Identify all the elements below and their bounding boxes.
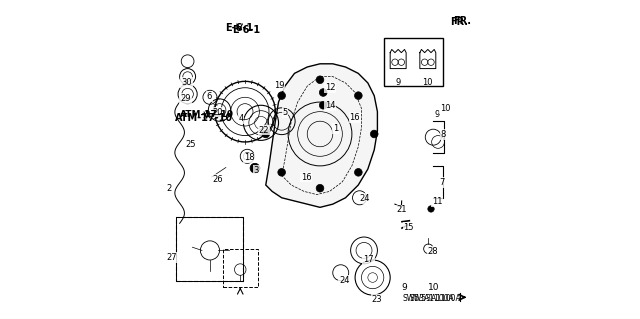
Text: 4: 4: [238, 114, 244, 123]
Text: 9: 9: [402, 283, 408, 292]
Text: ATM-17-10: ATM-17-10: [175, 113, 232, 123]
Circle shape: [371, 130, 378, 138]
Text: 12: 12: [324, 83, 335, 92]
Circle shape: [262, 130, 269, 138]
Text: 9: 9: [435, 110, 440, 119]
Circle shape: [355, 92, 362, 100]
Text: 7: 7: [440, 178, 445, 187]
Text: 29: 29: [180, 94, 191, 103]
Text: 19: 19: [274, 81, 284, 90]
Text: 27: 27: [166, 253, 177, 262]
Text: 26: 26: [212, 175, 223, 184]
Circle shape: [250, 163, 260, 173]
Text: 6: 6: [207, 92, 212, 101]
Text: 3: 3: [253, 166, 259, 175]
Circle shape: [316, 76, 324, 84]
Bar: [384, 38, 443, 86]
Bar: [177, 217, 243, 281]
Text: 11: 11: [431, 197, 442, 206]
Text: FR.: FR.: [450, 17, 468, 27]
Circle shape: [278, 168, 285, 176]
Text: 5: 5: [282, 108, 287, 117]
Polygon shape: [266, 64, 378, 207]
Text: 25: 25: [186, 140, 196, 149]
Text: 2: 2: [166, 184, 172, 193]
Text: 10: 10: [440, 104, 450, 113]
Circle shape: [319, 101, 327, 109]
Text: 28: 28: [428, 247, 438, 256]
Text: 17: 17: [363, 256, 374, 264]
Text: 15: 15: [404, 223, 414, 232]
Circle shape: [428, 206, 434, 212]
Text: 10: 10: [428, 283, 439, 292]
Text: SW53A1100A: SW53A1100A: [410, 294, 461, 303]
Bar: [177, 217, 243, 281]
Text: SW53A1100A: SW53A1100A: [403, 294, 454, 303]
Text: 9: 9: [396, 78, 401, 87]
Text: 18: 18: [244, 153, 255, 162]
Text: 20: 20: [212, 108, 223, 117]
Text: E-6-1: E-6-1: [232, 25, 260, 35]
Text: 16: 16: [349, 113, 360, 122]
Text: 16: 16: [301, 173, 312, 182]
Text: 8: 8: [440, 130, 446, 139]
Text: ATM-17-10: ATM-17-10: [180, 110, 234, 119]
Text: 10: 10: [422, 78, 433, 87]
Circle shape: [319, 89, 327, 96]
Text: 1: 1: [333, 124, 338, 133]
Circle shape: [355, 168, 362, 176]
Text: 14: 14: [324, 101, 335, 110]
Text: 23: 23: [372, 295, 382, 304]
Text: 24: 24: [360, 194, 371, 203]
Text: 22: 22: [259, 126, 269, 135]
Text: 30: 30: [181, 78, 192, 87]
Circle shape: [316, 184, 324, 192]
Text: 24: 24: [339, 276, 349, 285]
Bar: [223, 249, 258, 287]
Text: FR.: FR.: [452, 16, 470, 26]
Text: E-6-1: E-6-1: [225, 23, 253, 33]
Circle shape: [278, 92, 285, 100]
Text: 21: 21: [396, 205, 406, 214]
